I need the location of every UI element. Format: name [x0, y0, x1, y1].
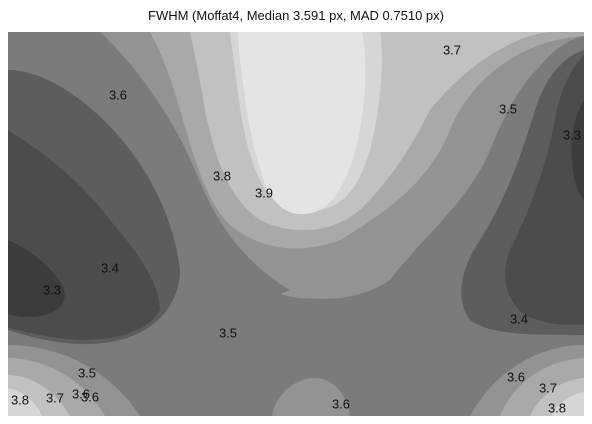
contour-label: 3.9 [255, 185, 273, 200]
contour-label: 3.7 [46, 390, 64, 405]
contour-label: 3.3 [43, 282, 61, 297]
region-3.6-3.7-bottom-center [272, 378, 350, 416]
contour-label: 3.4 [510, 311, 528, 326]
contour-label: 3.7 [539, 380, 557, 395]
contour-label: 3.6 [332, 396, 350, 411]
region-peak-bottom-left [8, 388, 42, 416]
chart-title: FWHM (Moffat4, Median 3.591 px, MAD 0.75… [148, 8, 444, 23]
region-peak-bottom-right [552, 392, 584, 416]
contour-label: 3.5 [499, 101, 517, 116]
contour-label: 3.8 [213, 168, 231, 183]
contour-label: 3.6 [72, 386, 90, 401]
region-below-3.3-right [571, 100, 584, 200]
region-below-3.3-left [8, 240, 65, 317]
contour-label: 3.6 [81, 389, 99, 404]
contour-label: 3.4 [101, 260, 119, 275]
region-3.3-3.4-right [505, 55, 584, 325]
contour-label: 3.6 [507, 369, 525, 384]
contour-label: 3.8 [548, 400, 566, 415]
contour-label: 3.5 [219, 325, 237, 340]
contour-label: 3.5 [78, 365, 96, 380]
contour-label: 3.8 [11, 392, 29, 407]
region-peak [238, 32, 366, 215]
contour-label: 3.7 [443, 42, 461, 57]
contour-label: 3.3 [563, 127, 581, 142]
contour-label: 3.6 [109, 87, 127, 102]
